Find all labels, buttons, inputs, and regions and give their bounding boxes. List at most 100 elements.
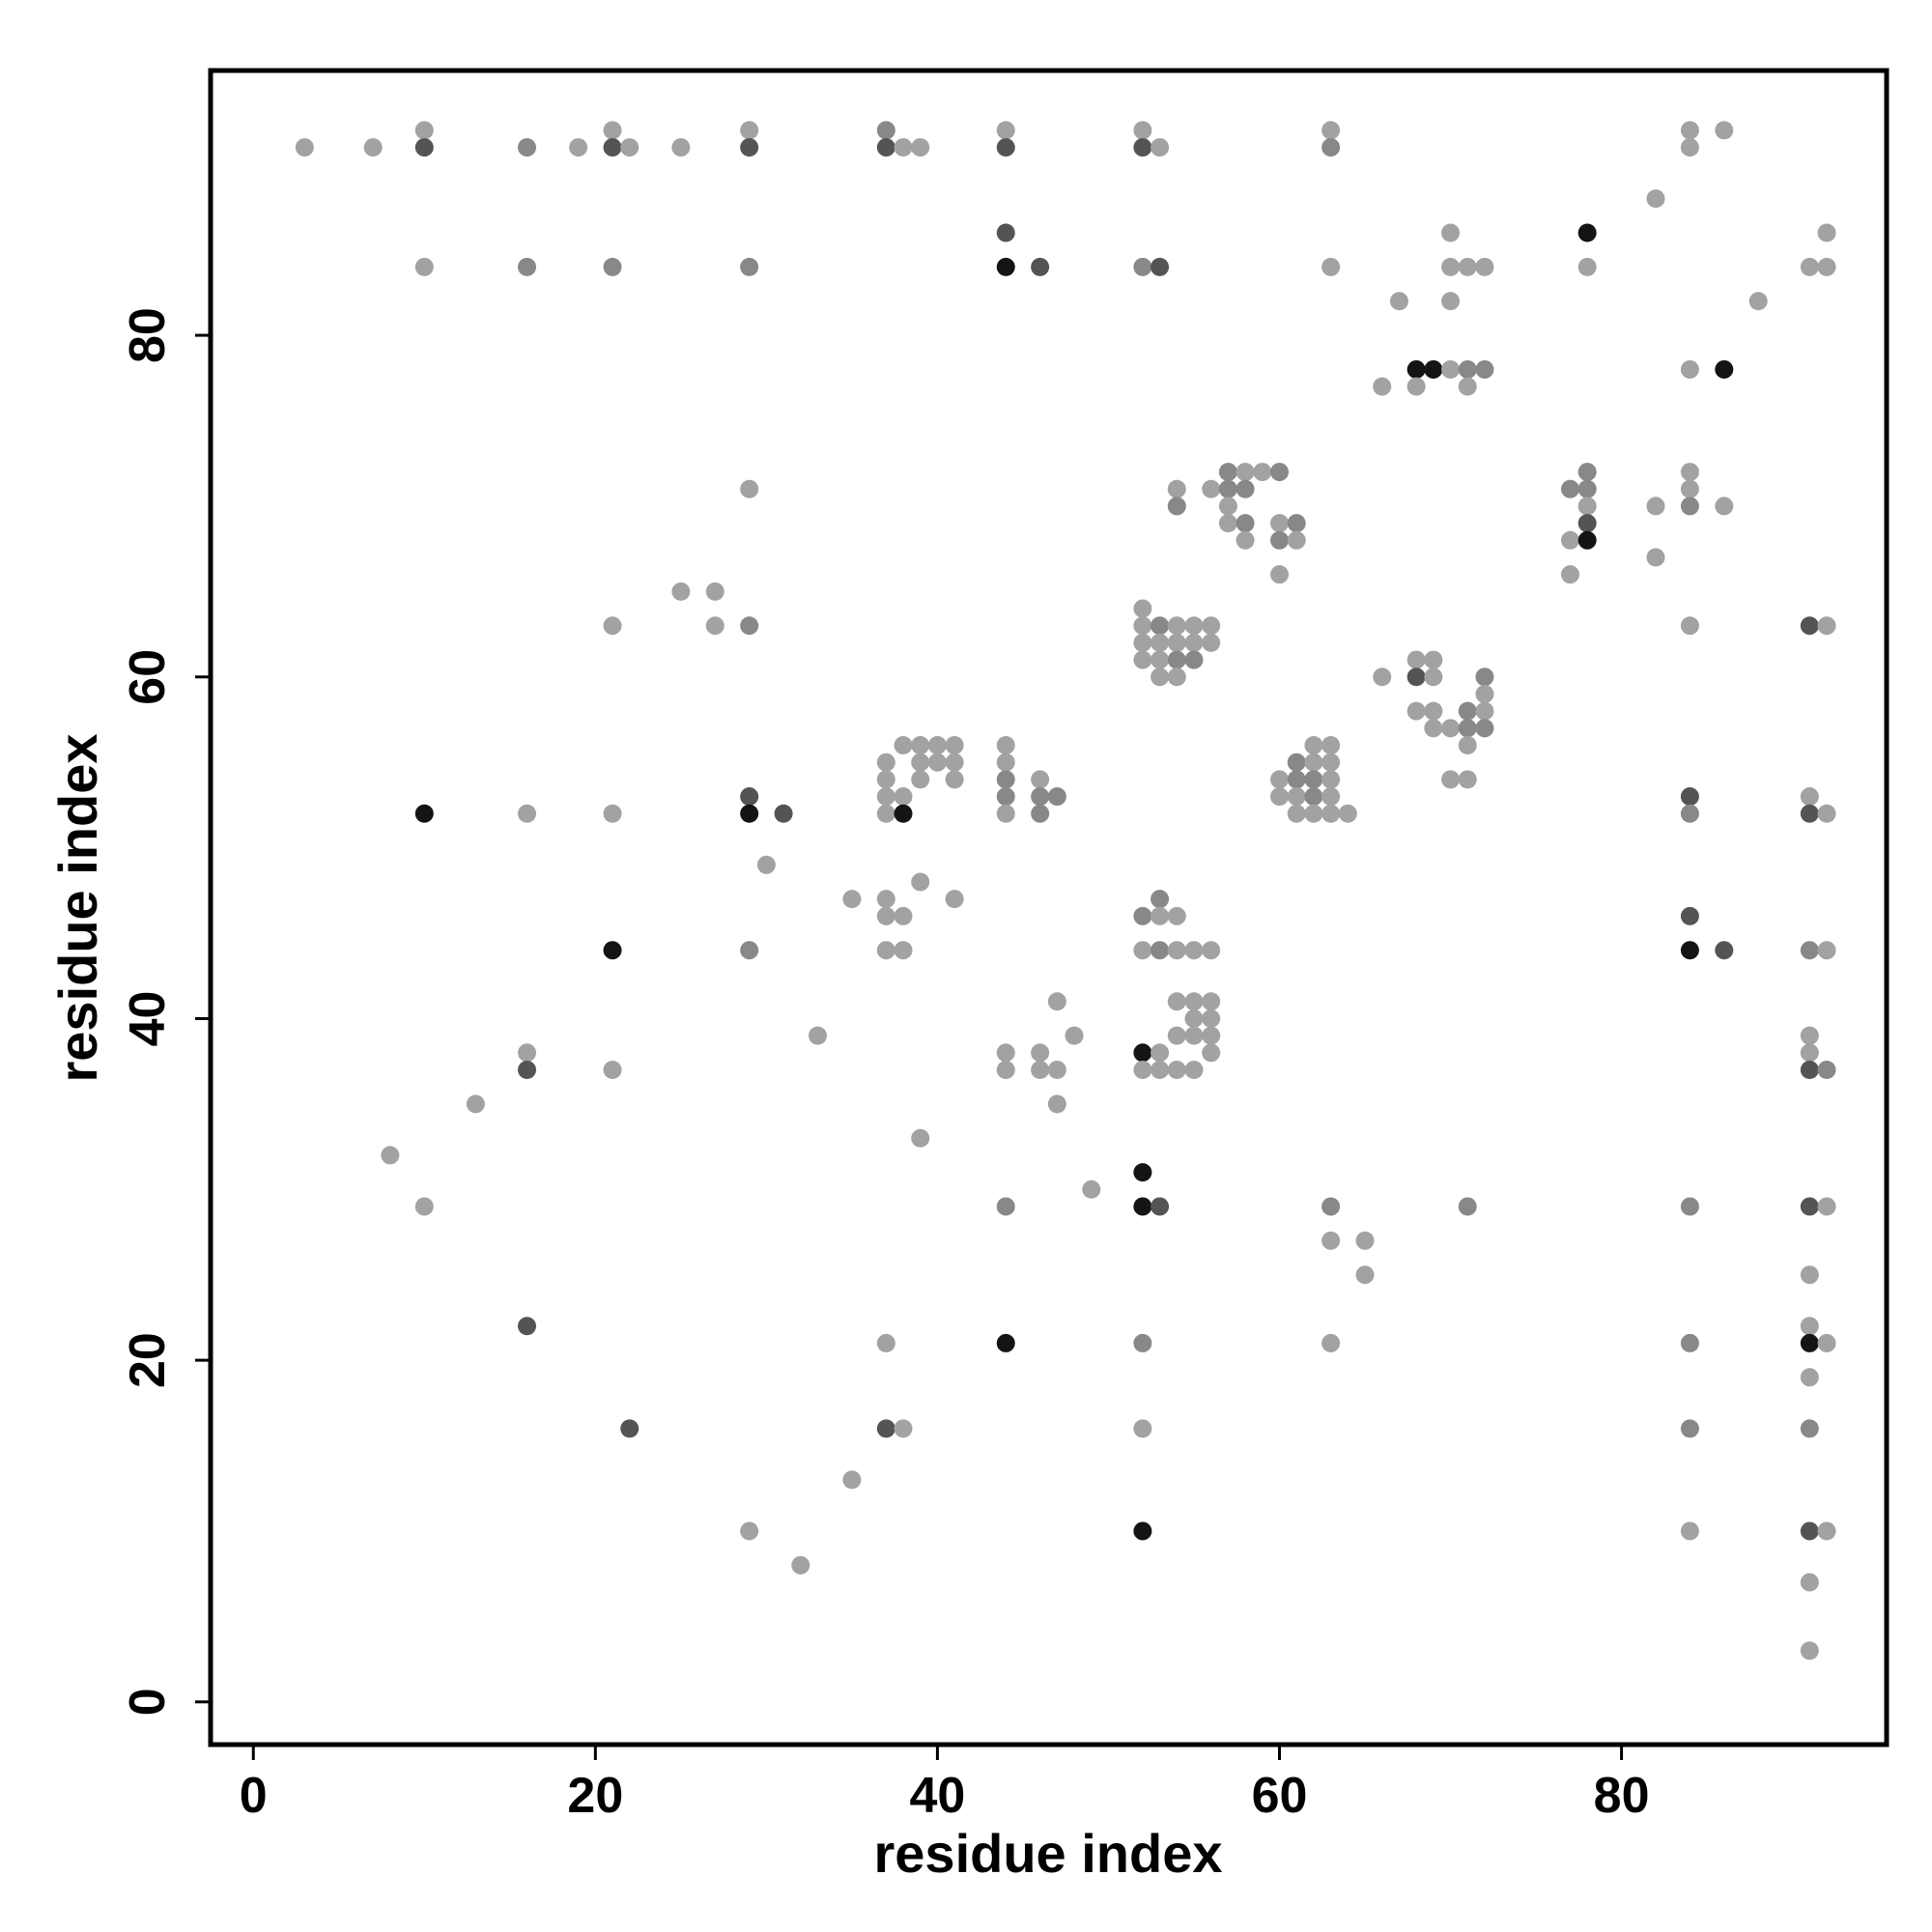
contact-point	[1817, 223, 1836, 242]
contact-point	[1680, 906, 1699, 925]
contact-point	[1680, 616, 1699, 636]
contact-point	[876, 890, 895, 909]
contact-point	[1373, 668, 1392, 687]
contact-point	[1133, 906, 1152, 925]
y-tick-label: 80	[120, 307, 176, 363]
contact-point	[1202, 992, 1221, 1011]
contact-point	[603, 257, 622, 276]
contact-point	[1475, 359, 1494, 379]
contact-point	[740, 1521, 759, 1541]
contact-point	[1133, 257, 1152, 276]
contact-point	[1800, 787, 1819, 807]
contact-point	[996, 804, 1015, 823]
contact-point	[1082, 1179, 1101, 1199]
contact-point	[1441, 223, 1461, 242]
contact-point	[1680, 787, 1699, 807]
contact-point	[1184, 616, 1204, 636]
contact-point	[1441, 359, 1461, 379]
contact-point	[1287, 787, 1306, 807]
contact-point	[1817, 1197, 1836, 1216]
contact-point	[1424, 650, 1443, 669]
contact-point	[1133, 633, 1152, 652]
contact-point	[1680, 804, 1699, 823]
contact-point	[1560, 530, 1579, 550]
contact-point	[1577, 223, 1597, 242]
contact-point	[1406, 650, 1426, 669]
contact-point	[1800, 616, 1819, 636]
contact-point	[1133, 599, 1152, 618]
contact-point	[1680, 479, 1699, 498]
contact-point	[1047, 1094, 1066, 1114]
contact-point	[1151, 138, 1170, 157]
contact-point	[1424, 701, 1443, 721]
contact-point	[1680, 1333, 1699, 1352]
contact-point	[996, 753, 1015, 772]
contact-point	[945, 770, 964, 789]
contact-point	[894, 1419, 913, 1438]
contact-point	[518, 1043, 537, 1063]
contact-point	[1338, 804, 1357, 823]
contact-point	[1680, 1521, 1699, 1541]
contact-point	[1715, 359, 1734, 379]
contact-point	[1184, 941, 1204, 960]
contact-point	[1236, 479, 1255, 498]
contact-point	[911, 736, 930, 755]
contact-point	[1133, 616, 1152, 636]
contact-point	[894, 804, 913, 823]
contact-point	[894, 787, 913, 807]
contact-point	[1800, 804, 1819, 823]
contact-point	[876, 1419, 895, 1438]
contact-point	[1151, 257, 1170, 276]
contact-point	[1184, 1009, 1204, 1028]
contact-point	[1800, 1573, 1819, 1592]
contact-point	[1304, 753, 1323, 772]
contact-point	[1236, 463, 1255, 482]
contact-point	[1715, 121, 1734, 140]
contact-point	[1184, 992, 1204, 1011]
contact-point	[1133, 650, 1152, 669]
contact-point	[1133, 121, 1152, 140]
contact-point	[756, 855, 776, 874]
contact-point	[1151, 668, 1170, 687]
contact-point	[1748, 292, 1768, 311]
contact-point	[1236, 514, 1255, 533]
contact-point	[1817, 1521, 1836, 1541]
contact-point	[1287, 753, 1306, 772]
contact-point	[1560, 565, 1579, 584]
contact-point	[620, 138, 639, 157]
contact-point	[894, 906, 913, 925]
contact-point	[842, 890, 862, 909]
contact-point	[1441, 292, 1461, 311]
contact-point	[945, 736, 964, 755]
contact-point	[1680, 463, 1699, 482]
contact-point	[996, 1043, 1015, 1063]
contact-point	[1321, 138, 1341, 157]
contact-point	[1167, 992, 1186, 1011]
contact-point	[1424, 668, 1443, 687]
contact-point	[1680, 1197, 1699, 1216]
contact-point	[740, 138, 759, 157]
contact-point	[1817, 257, 1836, 276]
contact-point	[1800, 1521, 1819, 1541]
contact-point	[1321, 257, 1341, 276]
contact-point	[1406, 701, 1426, 721]
contact-point	[1321, 1333, 1341, 1352]
contact-point	[1151, 1060, 1170, 1079]
contact-point	[603, 804, 622, 823]
contact-point	[1321, 121, 1341, 140]
contact-point	[466, 1094, 485, 1114]
contact-point	[1184, 1060, 1204, 1079]
contact-point	[996, 770, 1015, 789]
contact-point	[1800, 1197, 1819, 1216]
contact-point	[911, 872, 930, 892]
contact-point	[1253, 463, 1272, 482]
contact-point	[1270, 530, 1290, 550]
contact-point	[1167, 1026, 1186, 1045]
contact-point	[876, 121, 895, 140]
contact-point	[876, 941, 895, 960]
contact-point	[1133, 1043, 1152, 1063]
contact-point	[1441, 257, 1461, 276]
contact-point	[1270, 463, 1290, 482]
contact-point	[1406, 668, 1426, 687]
contact-point	[1304, 804, 1323, 823]
